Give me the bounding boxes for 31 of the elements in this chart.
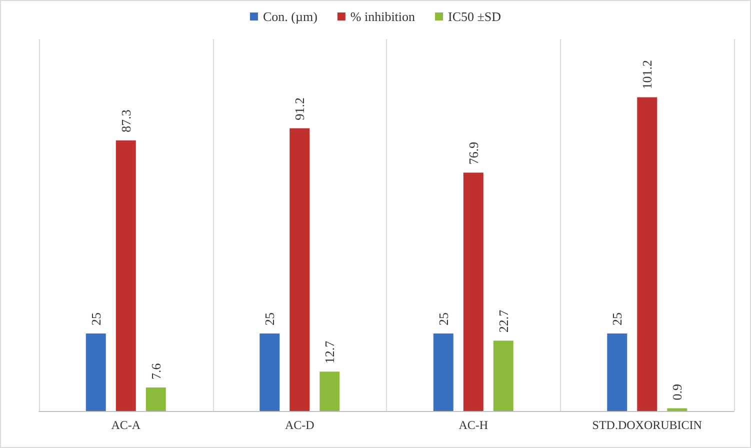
data-label: 22.7 [496,309,511,333]
bar [463,172,484,411]
bar [116,140,136,411]
bar [493,340,514,411]
data-label: 12.7 [322,340,338,364]
x-tick-label: STD.DOXORUBICIN [592,418,702,432]
bar [320,372,340,411]
bar [433,334,454,411]
bar [260,334,280,411]
bar [637,97,658,411]
data-label: 101.2 [640,60,655,90]
legend-label: % inhibition [350,9,416,24]
data-label: 25 [88,312,104,326]
bar [290,128,310,411]
legend-label: Con. (µm) [262,9,318,24]
data-label: 7.6 [148,362,164,380]
x-tick-label: AC-A [111,418,141,432]
legend-label: IC50 ±SD [448,9,502,24]
data-label: 91.2 [292,98,308,120]
data-label: 25 [436,312,451,326]
data-label: 76.9 [466,142,481,165]
bar [86,334,106,411]
data-label: 87.3 [118,110,134,132]
bar [667,408,688,411]
bar [146,387,166,411]
x-tick-label: AC-H [458,418,488,432]
bar [607,334,628,411]
data-label: 25 [610,312,625,326]
x-tick-label: AC-D [284,418,315,432]
data-label: 0.9 [670,384,685,400]
data-label: 25 [262,312,278,326]
